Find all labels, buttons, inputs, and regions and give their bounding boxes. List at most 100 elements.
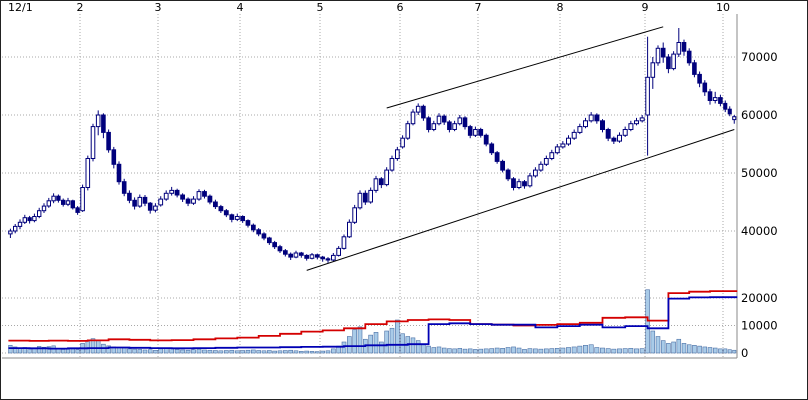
candle-body <box>583 120 588 128</box>
volume-bar <box>577 345 583 354</box>
price-tick-label: 50000 <box>741 166 778 180</box>
price-tick-label: 70000 <box>741 50 778 64</box>
candle-body <box>405 123 411 139</box>
volume-bar <box>549 348 555 354</box>
candle-body <box>549 152 555 159</box>
candle-body <box>32 216 37 222</box>
candle-body <box>560 143 566 148</box>
volume-bar <box>494 347 500 354</box>
volume-bar <box>527 348 533 354</box>
candle-body <box>727 108 732 115</box>
volume-bar <box>90 338 96 354</box>
volume-bar <box>473 349 478 354</box>
volume-tick-label: 10000 <box>741 319 778 333</box>
volume-bar <box>352 329 357 354</box>
candle-body <box>634 120 639 125</box>
volume-bar <box>261 350 267 354</box>
volume-bar <box>309 351 315 354</box>
candle-body <box>37 210 42 217</box>
volume-bar <box>320 350 325 354</box>
candle-body <box>426 117 431 131</box>
month-label: 12/1 <box>8 1 33 14</box>
volume-bar <box>207 349 213 354</box>
candle-body <box>202 191 207 197</box>
candle-body <box>666 56 671 70</box>
candle-body <box>132 199 137 207</box>
candle-body <box>299 252 304 256</box>
candle-body <box>106 131 111 151</box>
volume-bar <box>566 347 571 354</box>
month-label: 4 <box>237 1 244 14</box>
candle-body <box>267 237 272 244</box>
candle-body <box>325 258 331 261</box>
candle-body <box>121 181 127 194</box>
candle-body <box>379 178 384 186</box>
candle-body <box>288 253 293 258</box>
volume-bar <box>436 346 442 354</box>
volume-bar <box>622 348 628 354</box>
volume-bar <box>379 341 384 354</box>
candle-body <box>452 123 457 130</box>
volume-bar <box>712 347 718 354</box>
volume-bar <box>467 348 473 354</box>
candle-body <box>494 152 500 162</box>
candle-body <box>462 117 468 128</box>
volume-bar <box>185 349 191 354</box>
volume-bar <box>368 334 373 354</box>
volume-bar <box>611 348 617 354</box>
volume-bar <box>605 348 611 354</box>
volume-bar <box>163 348 169 354</box>
candle-body <box>588 114 594 122</box>
candle-body <box>142 196 148 204</box>
candle-body <box>516 181 522 188</box>
candle-body <box>75 207 80 213</box>
candle-body <box>441 115 447 123</box>
candle-body <box>277 246 283 252</box>
volume-bar <box>421 344 426 354</box>
volume-bar <box>283 350 288 354</box>
month-label: 9 <box>642 1 649 14</box>
candle-body <box>46 200 51 207</box>
candle-body <box>137 196 143 207</box>
candle-body <box>467 126 473 136</box>
volume-bar <box>121 347 127 354</box>
volume-bar <box>65 348 71 354</box>
volume-bar <box>600 347 605 354</box>
volume-bar <box>229 349 235 354</box>
volume-bar <box>410 337 416 354</box>
candle-body <box>543 158 549 165</box>
volume-bar <box>293 350 299 354</box>
candle-body <box>538 163 544 171</box>
candle-body <box>500 160 506 171</box>
volume-bar <box>617 348 622 354</box>
volume-bar <box>431 347 437 354</box>
candle-body <box>363 192 368 203</box>
volume-bar <box>174 349 180 354</box>
candle-body <box>17 221 23 227</box>
candle-body <box>400 137 405 148</box>
candle-body <box>395 149 400 160</box>
candle-body <box>261 233 267 239</box>
margin-buy-line <box>8 290 738 342</box>
candle-body <box>56 195 61 201</box>
candle-body <box>522 181 527 187</box>
volume-bar <box>202 349 207 354</box>
candle-body <box>505 169 511 180</box>
volume-bar <box>723 348 728 354</box>
volume-bar <box>46 346 51 354</box>
candle-body <box>676 42 682 55</box>
candle-body <box>639 117 645 122</box>
volume-bar <box>571 346 577 354</box>
candle-body <box>511 178 516 189</box>
candle-body <box>571 131 577 139</box>
candle-body <box>421 105 426 119</box>
candle-body <box>650 62 656 78</box>
volume-bar <box>137 349 143 354</box>
candle-body <box>90 126 96 159</box>
volume-bar <box>213 350 218 354</box>
candle-body <box>8 230 13 235</box>
candle-body <box>723 102 728 110</box>
candle-body <box>605 129 611 139</box>
candle-body <box>240 216 246 222</box>
candle-body <box>158 198 164 206</box>
